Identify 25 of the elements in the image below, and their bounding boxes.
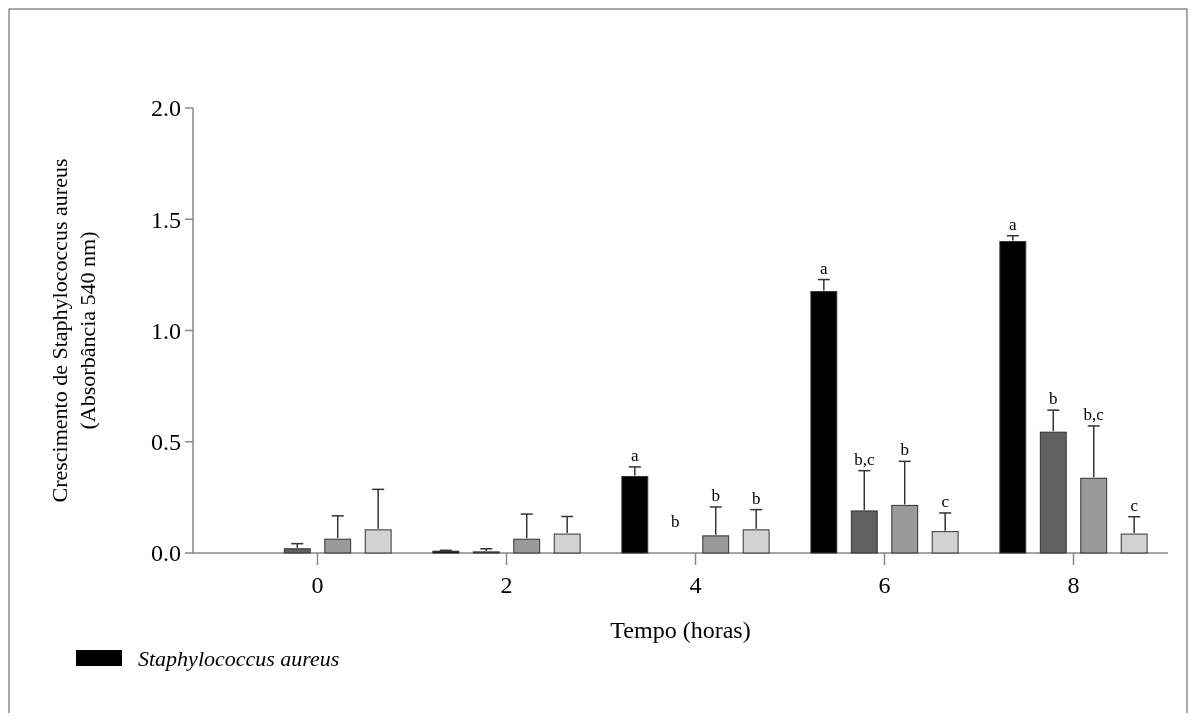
y-tick-label: 1.5: [151, 206, 181, 233]
y-tick-label: 2.0: [151, 95, 181, 122]
data-label: c: [941, 491, 950, 511]
data-label: a: [631, 445, 640, 465]
y-tick-label: 1.0: [151, 317, 181, 344]
data-label: b,c: [854, 449, 875, 469]
legend-label: Staphylococcus aureus: [138, 645, 340, 671]
x-tick-label: 6: [878, 572, 891, 598]
data-label: b,c: [1083, 404, 1105, 424]
data-label: b: [711, 485, 720, 505]
x-tick-label: 0: [311, 572, 324, 598]
y-tick-label: 0.0: [151, 540, 181, 567]
data-label: a: [820, 258, 829, 278]
x-tick-label: 8: [1067, 572, 1080, 598]
data-label: a: [1009, 214, 1018, 234]
x-tick-label: 4: [689, 572, 702, 598]
data-label: b: [1049, 389, 1058, 409]
data-label: b: [900, 440, 909, 460]
data-label: b: [751, 488, 761, 508]
x-axis-title: Tempo (horas): [610, 617, 751, 643]
y-axis-title: Crescimento de Staphylococcus aureus (Absorbância 540 nm): [46, 158, 100, 503]
annotation: b: [671, 511, 680, 531]
x-tick-label: 2: [500, 572, 513, 598]
y-tick-label: 0.5: [151, 429, 181, 456]
data-label: c: [1130, 495, 1139, 515]
